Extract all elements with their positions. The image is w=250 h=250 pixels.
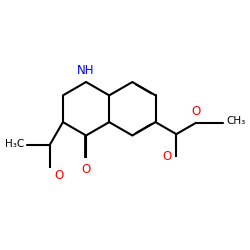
Text: CH₃: CH₃ — [226, 116, 245, 126]
Text: H₃C: H₃C — [5, 139, 24, 149]
Text: O: O — [192, 105, 201, 118]
Text: O: O — [162, 150, 172, 163]
Text: O: O — [54, 169, 64, 182]
Text: NH: NH — [77, 64, 95, 77]
Text: O: O — [82, 163, 91, 176]
